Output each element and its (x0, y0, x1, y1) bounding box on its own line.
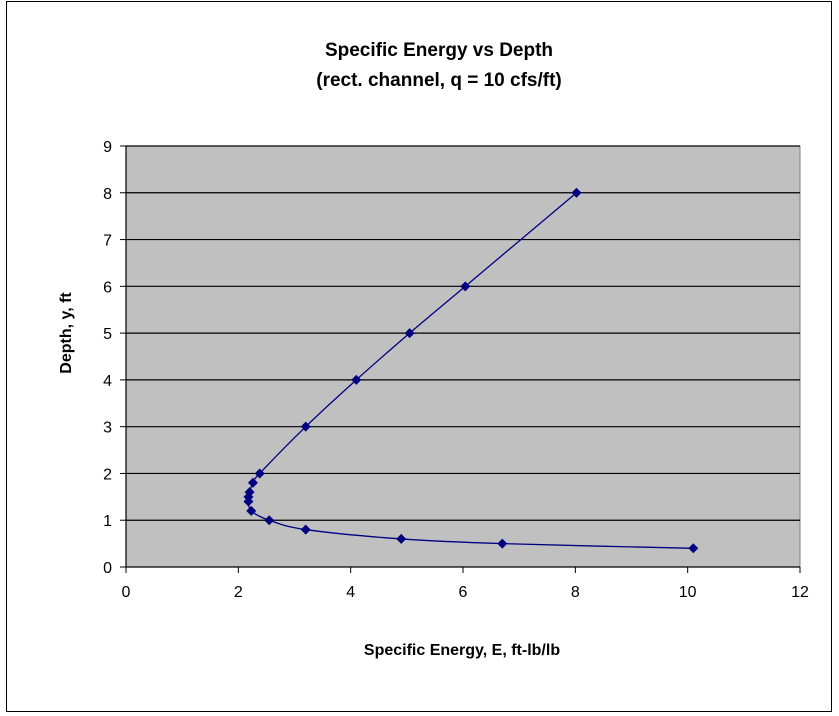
chart-subtitle: (rect. channel, q = 10 cfs/ft) (316, 70, 562, 91)
y-tick-label: 0 (103, 560, 112, 577)
y-tick-label: 4 (103, 373, 112, 390)
y-axis-title: Depth, y, ft (58, 292, 75, 374)
data-point (247, 477, 258, 488)
data-point (404, 328, 415, 339)
chart-title: Specific Energy vs Depth (325, 40, 553, 61)
data-point (497, 538, 508, 549)
data-point (254, 468, 265, 479)
x-tick-label: 8 (571, 584, 580, 601)
y-tick-label: 3 (103, 420, 112, 437)
plot-area (125, 145, 801, 568)
y-tick-label: 5 (103, 326, 112, 343)
data-point (300, 524, 311, 535)
data-point (300, 421, 311, 432)
data-point (244, 487, 255, 498)
y-tick-label: 7 (103, 233, 112, 250)
y-tick-label: 9 (103, 139, 112, 156)
y-tick-label: 8 (103, 186, 112, 203)
data-point (460, 281, 471, 292)
x-tick-label: 0 (122, 584, 131, 601)
data-point (396, 533, 407, 544)
y-tick-label: 1 (103, 513, 112, 530)
data-point (264, 515, 275, 526)
x-tick-label: 2 (234, 584, 243, 601)
y-tick-label: 2 (103, 466, 112, 483)
x-tick-label: 12 (791, 584, 809, 601)
x-axis-title: Specific Energy, E, ft-lb/lb (364, 642, 560, 659)
x-tick-label: 6 (459, 584, 468, 601)
data-point (246, 505, 257, 516)
x-tick-label: 4 (346, 584, 355, 601)
data-point (571, 187, 582, 198)
data-markers (243, 187, 699, 554)
x-tick-label: 10 (679, 584, 697, 601)
data-point (351, 374, 362, 385)
axes (120, 145, 801, 573)
y-tick-label: 6 (103, 279, 112, 296)
data-point (688, 543, 699, 554)
